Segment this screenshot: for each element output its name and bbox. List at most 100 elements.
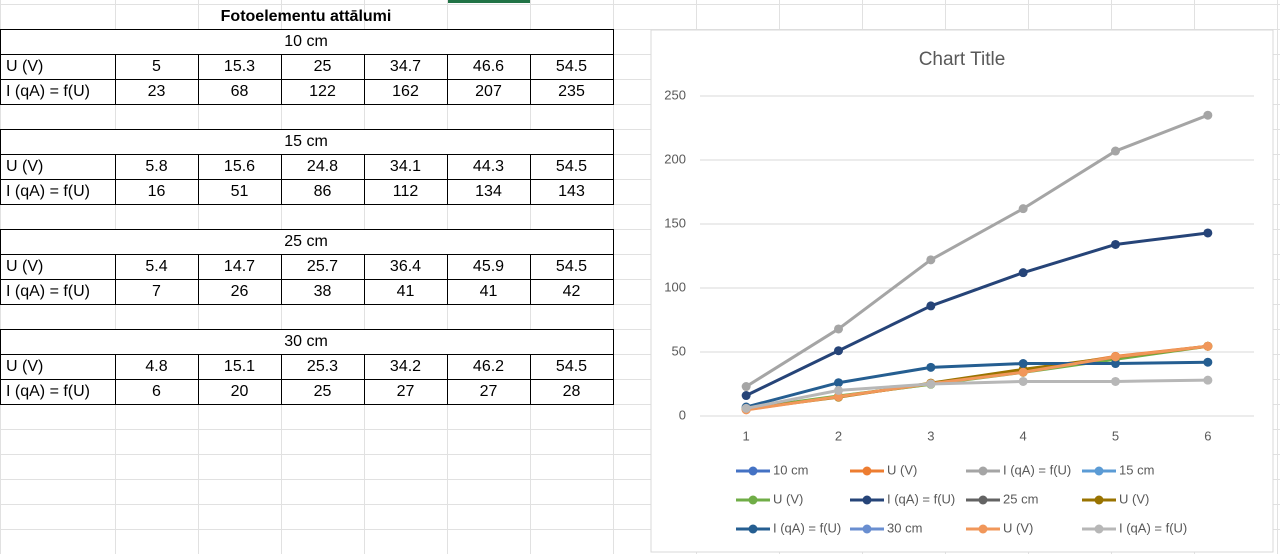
y-tick-label: 250 bbox=[664, 87, 686, 102]
row-label: I (qA) = f(U) bbox=[6, 83, 90, 100]
point bbox=[834, 324, 843, 334]
cell-value: 24.8 bbox=[307, 158, 338, 175]
cell-value: 54.5 bbox=[556, 58, 587, 75]
legend-label: U (V) bbox=[1119, 491, 1149, 506]
block-heading: 30 cm bbox=[284, 333, 328, 350]
row-label: I (qA) = f(U) bbox=[6, 283, 90, 300]
cell bbox=[364, 254, 448, 280]
cell bbox=[0, 279, 116, 305]
cell bbox=[530, 379, 614, 405]
legend-marker bbox=[1094, 495, 1104, 505]
y-tick-label: 150 bbox=[664, 215, 686, 230]
chart-title: Chart Title bbox=[919, 49, 1006, 70]
legend-label: 10 cm bbox=[773, 462, 808, 477]
legend-label: 15 cm bbox=[1119, 462, 1154, 477]
cell-value: 41 bbox=[397, 283, 415, 300]
heading-cell bbox=[0, 329, 614, 355]
cell-value: 51 bbox=[231, 183, 249, 200]
legend-label: 30 cm bbox=[887, 520, 922, 535]
legend-marker bbox=[1094, 524, 1104, 534]
point bbox=[1018, 204, 1028, 214]
cell bbox=[198, 54, 282, 80]
cell bbox=[115, 79, 199, 105]
series-line bbox=[745, 113, 1209, 388]
legend-marker bbox=[748, 524, 758, 534]
point bbox=[741, 382, 751, 392]
table: 10 cm U (V) 5 15.3 25 34.7 46.6 54.5 I (qA) = f(… bbox=[0, 29, 614, 405]
cell bbox=[198, 79, 282, 105]
cell bbox=[198, 179, 282, 205]
x-tick-label: 5 bbox=[1112, 428, 1119, 443]
legend-marker bbox=[748, 495, 758, 505]
cell bbox=[530, 179, 614, 205]
cell-value: 5.4 bbox=[145, 258, 167, 275]
cell-value: 20 bbox=[231, 383, 249, 400]
cell bbox=[115, 54, 199, 80]
cell-value: 25 bbox=[314, 383, 332, 400]
point bbox=[1018, 376, 1028, 386]
cell bbox=[447, 354, 531, 380]
point bbox=[926, 255, 936, 265]
cell-value: 38 bbox=[314, 283, 332, 300]
point bbox=[1203, 110, 1213, 120]
legend-label: I (qA) = f(U) bbox=[887, 491, 955, 506]
cell bbox=[115, 154, 199, 180]
cell bbox=[281, 279, 365, 305]
point bbox=[1018, 268, 1028, 278]
y-tick-label: 100 bbox=[664, 279, 686, 294]
series-line bbox=[745, 344, 1209, 412]
cell bbox=[447, 379, 531, 405]
point bbox=[1111, 146, 1120, 156]
cell-value: 134 bbox=[475, 183, 502, 200]
row-label: U (V) bbox=[6, 158, 43, 175]
x-tick-label: 2 bbox=[835, 428, 842, 443]
cell bbox=[0, 79, 116, 105]
legend-marker bbox=[978, 524, 988, 534]
cell bbox=[364, 354, 448, 380]
cell bbox=[364, 154, 448, 180]
cell bbox=[0, 379, 116, 405]
point bbox=[1111, 239, 1120, 249]
cell-value: 42 bbox=[563, 283, 581, 300]
cell-value: 45.9 bbox=[473, 258, 504, 275]
point bbox=[1203, 375, 1213, 385]
point bbox=[926, 362, 936, 372]
series-line bbox=[745, 378, 1208, 410]
point bbox=[1111, 359, 1120, 369]
cell bbox=[281, 79, 365, 105]
cell-value: 5 bbox=[152, 58, 161, 75]
x-tick-label: 3 bbox=[927, 428, 934, 443]
point bbox=[1111, 352, 1120, 362]
legend-label: I (qA) = f(U) bbox=[773, 520, 841, 535]
cell-value: 25 bbox=[314, 58, 332, 75]
legend-label: I (qA) = f(U) bbox=[1119, 520, 1187, 535]
cell bbox=[447, 279, 531, 305]
cell-value: 162 bbox=[392, 83, 419, 100]
cell-value: 122 bbox=[309, 83, 336, 100]
cell bbox=[115, 279, 199, 305]
x-tick-label: 6 bbox=[1204, 428, 1211, 443]
cell bbox=[115, 379, 199, 405]
cell-value: 15.6 bbox=[224, 158, 255, 175]
chart-area bbox=[650, 29, 1274, 553]
point bbox=[1018, 359, 1028, 369]
cell bbox=[447, 179, 531, 205]
cell bbox=[530, 79, 614, 105]
block-heading: 25 cm bbox=[284, 233, 328, 250]
cell-value: 5.8 bbox=[145, 158, 167, 175]
cell bbox=[281, 179, 365, 205]
cell-value: 27 bbox=[480, 383, 498, 400]
cell-value: 4.8 bbox=[145, 358, 167, 375]
cell-value: 54.5 bbox=[556, 358, 587, 375]
row-label: U (V) bbox=[6, 258, 43, 275]
cell-value: 14.7 bbox=[224, 258, 255, 275]
cell bbox=[0, 179, 116, 205]
cell-value: 15.1 bbox=[224, 358, 255, 375]
row-label: I (qA) = f(U) bbox=[6, 183, 90, 200]
chart: 0 50 100 150 200 250 1 2 3 4 5 6 10 cm U (V) I (qA) = … bbox=[664, 87, 1254, 535]
cell bbox=[0, 254, 116, 280]
cell-value: 26 bbox=[231, 283, 249, 300]
y-tick-label: 0 bbox=[679, 407, 686, 422]
